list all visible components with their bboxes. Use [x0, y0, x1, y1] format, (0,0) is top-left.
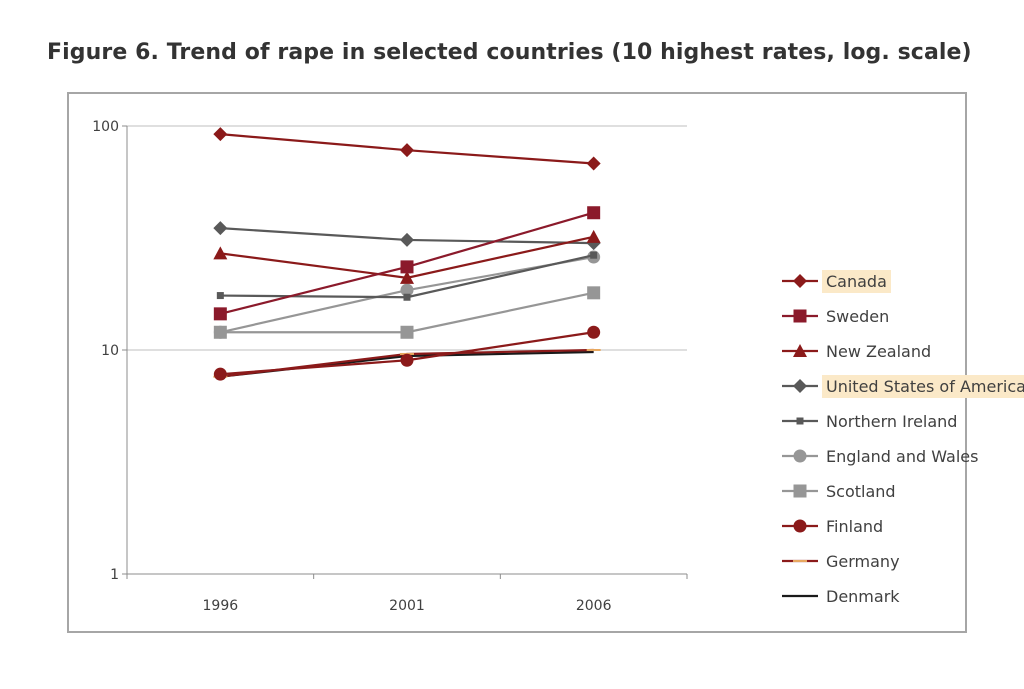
legend-item: Germany [778, 546, 904, 576]
legend-key [782, 417, 818, 425]
legend-key [782, 559, 818, 563]
data-point [400, 325, 414, 339]
legend-marker [793, 274, 807, 288]
legend-item: United States of America [778, 371, 1024, 401]
y-tick-label: 100 [92, 119, 119, 135]
legend-marker [793, 379, 807, 393]
legend-label: Finland [826, 516, 884, 536]
legend-item: Sweden [778, 301, 893, 331]
chart-frame: 1 10 100 1996 2001 2006 Canada Sweden New Zeala… [67, 92, 1024, 633]
data-point [587, 286, 601, 300]
legend-label: Northern Ireland [826, 411, 958, 431]
legend-key [782, 309, 818, 323]
legend-label: New Zealand [826, 341, 932, 361]
data-point [400, 353, 414, 367]
x-tick-label: 1996 [203, 598, 239, 614]
data-point [213, 307, 227, 321]
data-point [586, 156, 601, 171]
data-point [400, 143, 414, 158]
data-point [586, 229, 601, 243]
legend-marker [793, 519, 807, 533]
data-point [213, 367, 227, 381]
legend-marker [793, 309, 807, 323]
x-tick-label: 2001 [389, 598, 425, 614]
series-new-zealand [213, 229, 601, 284]
series-canada [213, 127, 601, 171]
legend-item: New Zealand [778, 336, 935, 366]
data-point [213, 221, 228, 236]
legend-key [782, 274, 818, 288]
legend-label: Sweden [826, 306, 890, 326]
data-point [400, 260, 414, 274]
legend-key [782, 484, 818, 498]
legend-label: Scotland [826, 481, 896, 501]
data-point [213, 246, 228, 260]
legend-key [782, 519, 818, 533]
legend-label: Canada [822, 269, 891, 293]
legend-marker [793, 344, 807, 357]
legend-item: England and Wales [778, 441, 982, 471]
legend-key [782, 344, 818, 357]
data-point [400, 283, 414, 297]
data-point [216, 292, 224, 300]
legend-marker [793, 484, 807, 498]
legend-item: Northern Ireland [778, 406, 961, 436]
chart-plot: 1 10 100 1996 2001 2006 [92, 119, 688, 614]
data-point [400, 232, 414, 247]
legend-marker [793, 449, 807, 463]
y-tick-label: 10 [101, 343, 119, 359]
legend-label: United States of America [822, 374, 1024, 398]
legend-label: England and Wales [826, 446, 979, 466]
series-northern-ireland [216, 251, 598, 301]
data-point [213, 127, 228, 142]
data-point [400, 270, 414, 284]
data-point [587, 206, 601, 220]
legend-marker [796, 417, 804, 425]
y-tick-label: 1 [110, 567, 119, 583]
data-point [403, 293, 411, 301]
data-point [213, 325, 227, 339]
legend-key [782, 594, 818, 598]
data-point [590, 251, 598, 259]
legend-item: Finland [778, 511, 887, 541]
legend-key [782, 379, 818, 393]
series-finland [213, 325, 601, 381]
legend-key [782, 449, 818, 463]
series-sweden [213, 206, 601, 321]
figure-title: Figure 6. Trend of rape in selected coun… [47, 40, 972, 65]
legend-label: Germany [826, 551, 900, 571]
series-united-states-of-america [213, 221, 601, 251]
legend-item: Canada [778, 266, 891, 296]
legend-item: Denmark [778, 581, 904, 611]
legend-item: Scotland [778, 476, 900, 506]
legend-label: Denmark [826, 586, 900, 606]
x-tick-label: 2006 [576, 598, 612, 614]
data-point [587, 325, 601, 339]
